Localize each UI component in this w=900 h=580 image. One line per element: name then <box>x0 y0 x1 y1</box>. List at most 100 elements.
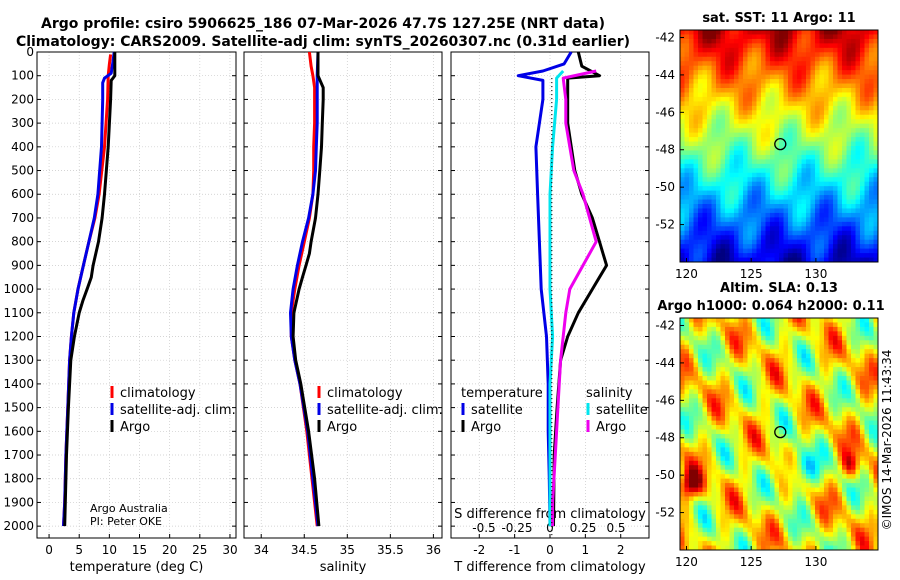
heatmap-cell <box>792 407 798 413</box>
heatmap-cell <box>761 483 766 488</box>
heatmap-cell <box>765 43 771 49</box>
heatmap-cell <box>819 469 825 475</box>
heatmap-cell <box>711 402 717 408</box>
heatmap-cell <box>774 509 780 515</box>
heatmap-cell <box>702 230 708 236</box>
heatmap-cell <box>707 30 712 35</box>
heatmap-cell <box>725 376 730 381</box>
heatmap-cell <box>702 74 708 80</box>
heatmap-cell <box>779 340 784 346</box>
heatmap-cell <box>828 146 834 151</box>
heatmap-cell <box>837 429 843 435</box>
heatmap-cell <box>720 195 726 200</box>
y-tick-label: 900 <box>11 258 34 272</box>
heatmap-cell <box>833 119 838 125</box>
heatmap-cell <box>864 239 870 245</box>
heatmap-cell <box>842 500 847 506</box>
heatmap-cell <box>680 393 685 399</box>
heatmap-cell <box>783 545 789 551</box>
heatmap-cell <box>788 88 793 93</box>
heatmap-cell <box>864 518 870 524</box>
heatmap-cell <box>743 114 748 120</box>
heatmap-cell <box>806 500 811 506</box>
heatmap-cell <box>828 190 834 196</box>
heatmap-cell <box>711 195 717 200</box>
heatmap-cell <box>806 420 811 426</box>
heatmap-cell <box>828 159 834 165</box>
heatmap-cell <box>797 353 802 359</box>
heatmap-cell <box>761 456 766 462</box>
heatmap-cell <box>680 239 685 245</box>
heatmap-cell <box>851 154 856 160</box>
heatmap-cell <box>680 83 685 89</box>
heatmap-cell <box>725 105 730 111</box>
heatmap-cell <box>765 420 771 426</box>
heatmap-cell <box>824 74 829 80</box>
heatmap-cell <box>864 509 870 515</box>
heatmap-cell <box>689 146 694 151</box>
heatmap-cell <box>689 492 694 497</box>
heatmap-cell <box>788 83 793 89</box>
heatmap-cell <box>864 47 870 53</box>
heatmap-cell <box>720 402 726 408</box>
heatmap-cell <box>734 70 739 76</box>
heatmap-cell <box>810 244 816 250</box>
heatmap-cell <box>743 141 748 147</box>
heatmap-cell <box>720 217 726 223</box>
heatmap-cell <box>770 38 775 44</box>
heatmap-cell <box>851 389 856 395</box>
heatmap-cell <box>806 478 811 484</box>
heatmap-cell <box>869 52 874 58</box>
heatmap-cell <box>779 322 784 328</box>
heatmap-cell <box>765 487 771 493</box>
heatmap-cell <box>864 65 870 71</box>
heatmap-cell <box>873 362 879 368</box>
heatmap-cell <box>774 523 780 529</box>
heatmap-cell <box>729 371 735 377</box>
heatmap-cell <box>779 114 784 120</box>
heatmap-cell <box>711 335 717 341</box>
heatmap-cell <box>711 168 717 174</box>
heatmap-cell <box>797 217 802 223</box>
heatmap-cell <box>792 70 798 76</box>
heatmap-cell <box>864 340 870 346</box>
heatmap-cell <box>707 536 712 542</box>
heatmap-cell <box>752 451 757 457</box>
heatmap-cell <box>806 83 811 89</box>
heatmap-cell <box>846 509 852 515</box>
heatmap-cell <box>788 52 793 58</box>
heatmap-cell <box>783 235 789 241</box>
heatmap-cell <box>693 474 699 480</box>
heatmap-cell <box>734 190 739 196</box>
heatmap-cell <box>752 190 757 196</box>
heatmap-cell <box>734 456 739 462</box>
heatmap-cell <box>729 335 735 341</box>
heatmap-cell <box>860 65 865 71</box>
heatmap-cell <box>774 96 780 102</box>
heatmap-cell <box>770 204 775 209</box>
heatmap-cell <box>855 257 861 263</box>
heatmap-cell <box>734 496 739 502</box>
heatmap-cell <box>761 221 766 227</box>
heatmap-cell <box>738 70 744 76</box>
heatmap-cell <box>743 460 748 466</box>
heatmap-cell <box>720 541 726 546</box>
heatmap-cell <box>819 56 825 62</box>
heatmap-cell <box>743 190 748 196</box>
heatmap-cell <box>774 398 780 404</box>
heatmap-cell <box>869 61 874 67</box>
heatmap-cell <box>716 438 721 444</box>
heatmap-cell <box>770 235 775 241</box>
heatmap-cell <box>810 114 816 120</box>
heatmap-cell <box>842 141 847 147</box>
heatmap-cell <box>869 344 874 350</box>
heatmap-cell <box>743 322 748 328</box>
heatmap-cell <box>734 349 739 355</box>
heatmap-cell <box>716 322 721 328</box>
heatmap-cell <box>788 487 793 493</box>
legend-label: Argo <box>471 420 501 435</box>
heatmap-cell <box>801 257 807 263</box>
heatmap-cell <box>846 326 852 332</box>
heatmap-cell <box>864 221 870 227</box>
heatmap-cell <box>797 376 802 381</box>
